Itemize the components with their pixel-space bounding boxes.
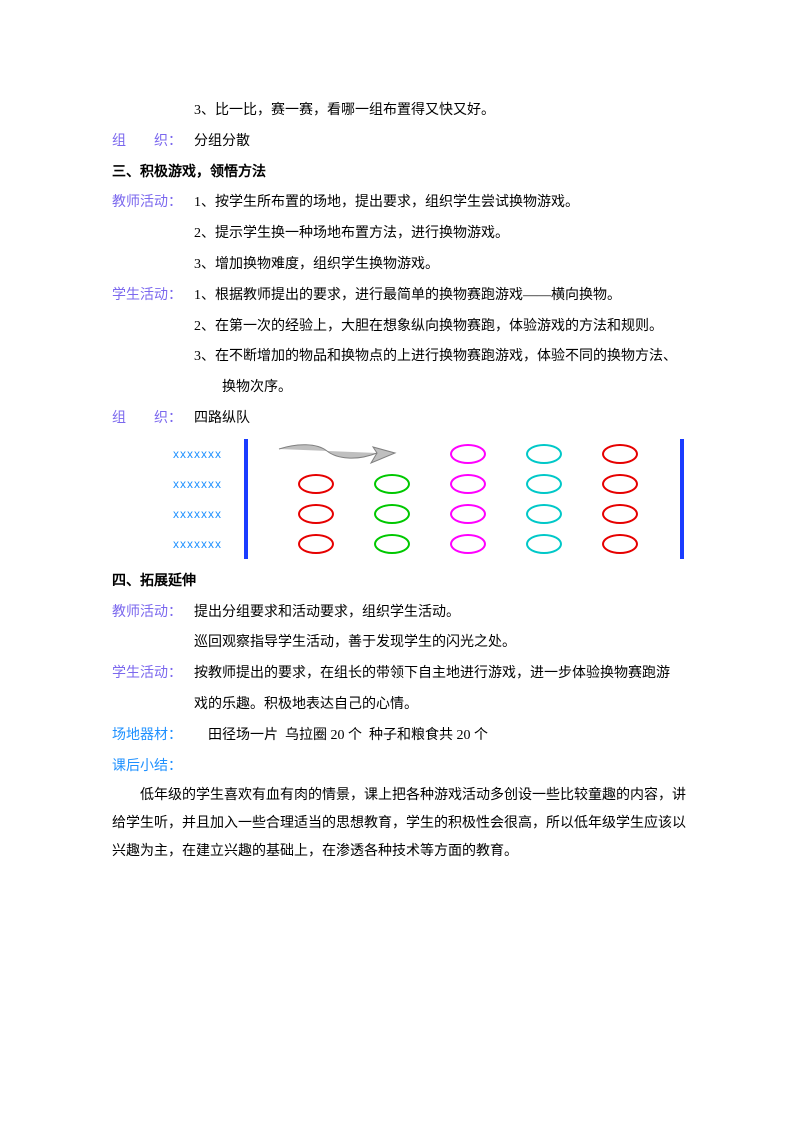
text-line: 1、按学生所布置的场地，提出要求，组织学生尝试换物游戏。 [194, 188, 688, 219]
ellipse-icon [450, 444, 486, 464]
row-x-label: xxxxxxx [112, 501, 244, 527]
text-line: 3、在不断增加的物品和换物点的上进行换物赛跑游戏，体验不同的换物方法、 [112, 342, 688, 373]
diagram-cell [430, 444, 506, 464]
section-heading: 三、积极游戏，领悟方法 [112, 158, 688, 189]
text-line: 3、增加换物难度，组织学生换物游戏。 [112, 250, 688, 281]
org-row: 组 织： 四路纵队 [112, 404, 688, 435]
org-label: 组 织： [112, 404, 194, 435]
org-text: 四路纵队 [194, 404, 688, 435]
ellipse-icon [526, 534, 562, 554]
diagram-row: xxxxxxx [112, 499, 688, 529]
section-heading: 四、拓展延伸 [112, 567, 688, 598]
text-line: 1、根据教师提出的要求，进行最简单的换物赛跑游戏——横向换物。 [194, 281, 688, 312]
diagram-cell [354, 504, 430, 524]
row-x-label: xxxxxxx [112, 441, 244, 467]
right-bar [680, 469, 684, 499]
ellipse-icon [374, 504, 410, 524]
ellipse-icon [602, 534, 638, 554]
diagram-cell [354, 474, 430, 494]
text-line: 2、提示学生换一种场地布置方法，进行换物游戏。 [112, 219, 688, 250]
right-bar [680, 499, 684, 529]
text-line: 换物次序。 [112, 373, 688, 404]
diagram-cell [506, 504, 582, 524]
diagram-cell [278, 504, 354, 524]
diagram-cell [354, 534, 430, 554]
row-x-label: xxxxxxx [112, 471, 244, 497]
diagram-cell [582, 444, 658, 464]
left-bar [244, 529, 248, 559]
equipment-text: 田径场一片 乌拉圈 20 个 种子和粮食共 20 个 [194, 721, 688, 752]
diagram-cell [430, 534, 506, 554]
diagram-cell [582, 534, 658, 554]
ellipse-icon [602, 474, 638, 494]
text-line: 巡回观察指导学生活动，善于发现学生的闪光之处。 [112, 628, 688, 659]
document-page: 3、比一比，赛一赛，看哪一组布置得又快又好。 组 织： 分组分散 三、积极游戏，… [0, 0, 800, 926]
ellipse-icon [450, 474, 486, 494]
diagram-row: xxxxxxx [112, 439, 688, 469]
left-bar [244, 469, 248, 499]
text-line: 提出分组要求和活动要求，组织学生活动。 [194, 598, 688, 629]
text-line: 戏的乐趣。积极地表达自己的心情。 [112, 690, 688, 721]
ellipse-icon [602, 444, 638, 464]
summary-label: 课后小结： [112, 752, 688, 783]
org-row: 组 织： 分组分散 [112, 127, 688, 158]
student-label: 学生活动： [112, 281, 194, 312]
teacher-label: 教师活动： [112, 188, 194, 219]
ellipse-icon [602, 504, 638, 524]
ellipse-icon [450, 504, 486, 524]
arrow-icon [277, 441, 427, 467]
right-bar [680, 529, 684, 559]
diagram-cell [582, 474, 658, 494]
summary-text: 低年级的学生喜欢有血有肉的情景，课上把各种游戏活动多创设一些比较童趣的内容，讲给… [112, 782, 688, 866]
student-row: 学生活动： 按教师提出的要求，在组长的带领下自主地进行游戏，进一步体验换物赛跑游 [112, 659, 688, 690]
right-bar [680, 439, 684, 469]
equipment-label: 场地器材： [112, 721, 194, 752]
student-row: 学生活动： 1、根据教师提出的要求，进行最简单的换物赛跑游戏——横向换物。 [112, 281, 688, 312]
diagram-cell [506, 444, 582, 464]
diagram-row: xxxxxxx [112, 469, 688, 499]
ellipse-icon [374, 534, 410, 554]
text-line: 3、比一比，赛一赛，看哪一组布置得又快又好。 [112, 96, 688, 127]
diagram-cell [506, 474, 582, 494]
diagram-cell [582, 504, 658, 524]
diagram-cell [430, 474, 506, 494]
ellipse-icon [526, 474, 562, 494]
teacher-row: 教师活动： 1、按学生所布置的场地，提出要求，组织学生尝试换物游戏。 [112, 188, 688, 219]
ellipse-icon [526, 444, 562, 464]
ellipse-icon [298, 534, 334, 554]
org-text: 分组分散 [194, 127, 688, 158]
left-bar [244, 499, 248, 529]
ellipse-icon [526, 504, 562, 524]
left-bar [244, 439, 248, 469]
teacher-row: 教师活动： 提出分组要求和活动要求，组织学生活动。 [112, 598, 688, 629]
text-line: 2、在第一次的经验上，大胆在想象纵向换物赛跑，体验游戏的方法和规则。 [112, 312, 688, 343]
text-line: 按教师提出的要求，在组长的带领下自主地进行游戏，进一步体验换物赛跑游 [194, 659, 688, 690]
diagram-cell [278, 534, 354, 554]
diagram-cell [278, 474, 354, 494]
diagram-cell [278, 441, 430, 467]
student-label: 学生活动： [112, 659, 194, 690]
diagram-cell [430, 504, 506, 524]
ellipse-icon [450, 534, 486, 554]
formation-diagram: xxxxxxx xxxxxxx xxxxxxx xxxxxxx [112, 439, 688, 559]
ellipse-icon [298, 474, 334, 494]
diagram-row: xxxxxxx [112, 529, 688, 559]
teacher-label: 教师活动： [112, 598, 194, 629]
ellipse-icon [298, 504, 334, 524]
org-label: 组 织： [112, 127, 194, 158]
equipment-row: 场地器材： 田径场一片 乌拉圈 20 个 种子和粮食共 20 个 [112, 721, 688, 752]
ellipse-icon [374, 474, 410, 494]
diagram-cell [506, 534, 582, 554]
row-x-label: xxxxxxx [112, 531, 244, 557]
